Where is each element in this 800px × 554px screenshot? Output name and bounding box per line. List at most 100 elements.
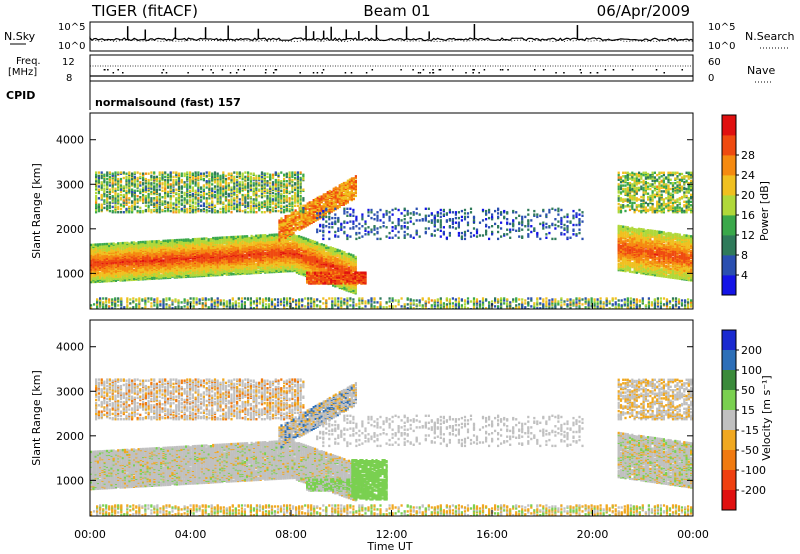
power-cell [173,239,176,242]
power-cell [216,266,219,269]
power-cell [348,196,351,199]
power-cell [342,186,345,190]
power-cell [160,269,163,272]
power-cell [290,211,293,214]
power-cell [166,251,170,254]
power-cell [97,197,100,200]
power-cell [95,177,98,181]
power-cell [280,234,283,238]
power-cell [189,266,192,269]
power-cell [223,249,226,252]
power-cell [338,249,341,252]
power-cell [320,213,323,216]
power-cell [343,251,346,254]
power-cell [295,235,298,238]
power-cell [284,232,287,236]
power-cell [291,242,294,245]
power-cell [343,261,346,265]
power-cell [322,243,326,247]
power-cell [298,215,301,219]
power-cell [318,203,321,206]
power-cell [300,251,303,254]
power-cell [216,257,219,260]
power-cell [329,267,332,271]
power-cell [322,267,326,270]
power-cell [255,263,258,266]
power-cell [354,186,357,190]
power-cell [214,239,217,243]
power-cell [318,197,321,200]
power-cell [133,241,136,244]
power-cell [266,261,269,264]
power-cell [264,254,267,257]
power-cell [322,197,325,200]
power-cell [313,255,317,258]
power-cell [278,225,281,228]
power-cell [308,212,311,215]
power-cell [169,247,172,250]
power-cell [314,210,317,213]
power-cell [121,277,124,280]
power-cell [95,197,98,200]
power-cell [169,239,172,242]
power-cell [178,259,181,262]
power-cell [97,191,100,195]
power-cell [97,188,100,191]
power-cell [318,243,321,246]
power-cell [346,179,349,182]
power-cell [328,189,331,193]
power-cell [261,234,265,237]
power-cell [345,252,348,256]
power-cell [332,251,335,254]
power-cell [294,228,297,232]
power-cell [278,235,281,238]
power-cell [298,240,301,244]
power-cell [277,246,280,249]
power-cell [282,223,285,226]
power-cell [212,239,215,243]
power-cell [114,263,118,267]
power-cell [354,266,357,269]
power-cell [284,238,287,242]
power-cell [332,187,335,190]
power-cell [306,211,309,214]
power-cell [292,218,295,221]
power-cell [304,221,307,224]
power-cell [164,261,167,264]
power-cell [164,271,167,275]
power-cell [126,241,129,245]
power-cell [266,234,269,238]
power-cell [304,215,307,218]
power-cell [198,250,201,253]
power-cell [350,185,353,188]
power-cell [320,197,323,200]
power-cell [313,240,317,244]
power-cell [270,254,274,257]
power-cell [175,254,179,257]
power-cell [314,197,317,201]
power-cell [334,247,337,251]
power-cell [133,268,136,272]
power-cell [250,242,253,245]
power-cell [189,248,192,251]
power-cell [354,175,357,178]
power-cell [322,193,325,196]
power-cell [307,238,310,241]
power-cell [100,193,103,197]
power-cell [338,192,341,195]
power-cell [146,258,149,261]
power-cell [200,237,203,240]
power-cell [332,205,335,208]
power-cell [342,181,345,185]
power-cell [101,243,104,246]
power-cell [223,236,226,239]
power-cell [114,243,118,246]
power-cell [325,268,328,271]
power-cell [300,243,303,247]
power-cell [246,243,249,247]
power-cell [232,251,235,254]
power-cell [191,246,194,250]
power-cell [225,263,228,266]
power-cell [354,189,357,193]
power-cell [221,255,224,258]
